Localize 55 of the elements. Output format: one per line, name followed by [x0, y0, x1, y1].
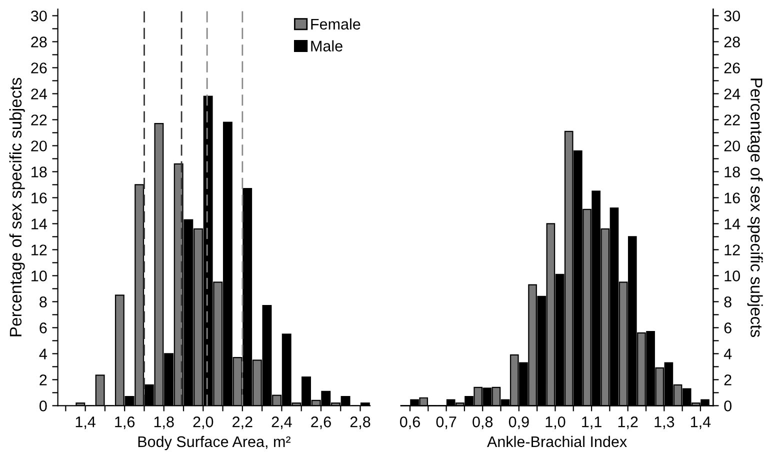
legend-label: Male — [311, 40, 342, 52]
x-tick-label: 2,2 — [232, 416, 252, 430]
y-tick-label: 30 — [31, 10, 47, 22]
y2-tick-label: 8 — [724, 296, 732, 308]
y2-tick-label: 20 — [724, 140, 740, 152]
y-tick-label: 10 — [32, 270, 47, 282]
x-axis-title: Body Surface Area, m² — [138, 436, 291, 450]
y2-tick-label: 12 — [724, 244, 740, 256]
y-tick-label: 16 — [32, 192, 47, 204]
x-tick-label: 2,4 — [272, 416, 292, 430]
x-tick-label: 1,4 — [691, 416, 711, 430]
y-tick-label: 6 — [40, 322, 47, 334]
y-axis-title: Percentage of sex specific subjects — [9, 78, 25, 336]
y-tick-label: 26 — [31, 62, 47, 74]
x-tick-label: 0,8 — [472, 416, 493, 430]
y2-tick-label: 26 — [724, 62, 740, 74]
y2-tick-label: 28 — [724, 36, 740, 48]
y-tick-label: 2 — [40, 374, 47, 386]
y2-axis-title: Percentage of sex specific subjects — [747, 78, 763, 338]
x-axis-title: Ankle-Brachial Index — [487, 436, 627, 448]
y-tick-label: 28 — [31, 36, 47, 48]
y2-tick-label: 24 — [724, 88, 740, 100]
y-tick-label: 18 — [32, 166, 47, 178]
y2-tick-label: 2 — [724, 374, 732, 386]
y2-tick-label: 22 — [724, 114, 740, 126]
y2-tick-label: 18 — [724, 166, 740, 178]
x-tick-label: 0,9 — [508, 416, 529, 430]
y-tick-label: 8 — [40, 296, 47, 308]
y2-tick-label: 10 — [724, 270, 740, 282]
x-tick-label: 1,6 — [115, 416, 135, 430]
x-tick-label: 1,0 — [546, 416, 566, 430]
y2-tick-label: 30 — [724, 10, 740, 22]
y2-tick-label: 6 — [724, 322, 732, 334]
y-tick-label: 20 — [31, 140, 47, 152]
x-tick-label: 2,6 — [311, 416, 331, 430]
y2-tick-label: 16 — [724, 192, 740, 204]
y2-tick-label: 4 — [724, 348, 732, 360]
y-tick-label: 12 — [32, 244, 47, 256]
y-tick-label: 14 — [32, 218, 47, 230]
x-tick-label: 1,8 — [154, 416, 174, 430]
x-tick-label: 1,4 — [76, 416, 96, 430]
y2-tick-label: 14 — [724, 218, 740, 230]
x-tick-label: 0,6 — [400, 416, 420, 430]
y-tick-label: 22 — [31, 114, 47, 126]
x-tick-label: 1,1 — [582, 416, 602, 430]
legend-label: Female — [311, 18, 360, 30]
y-tick-label: 4 — [39, 348, 47, 360]
y-tick-label: 0 — [40, 400, 47, 412]
x-tick-label: 2,0 — [193, 416, 214, 430]
x-tick-label: 2,8 — [350, 416, 370, 430]
x-tick-label: 0,7 — [436, 416, 456, 430]
x-tick-label: 1,2 — [618, 416, 638, 430]
x-tick-label: 1,3 — [654, 416, 674, 430]
y2-tick-label: 0 — [724, 400, 732, 412]
y-tick-label: 24 — [31, 88, 47, 100]
